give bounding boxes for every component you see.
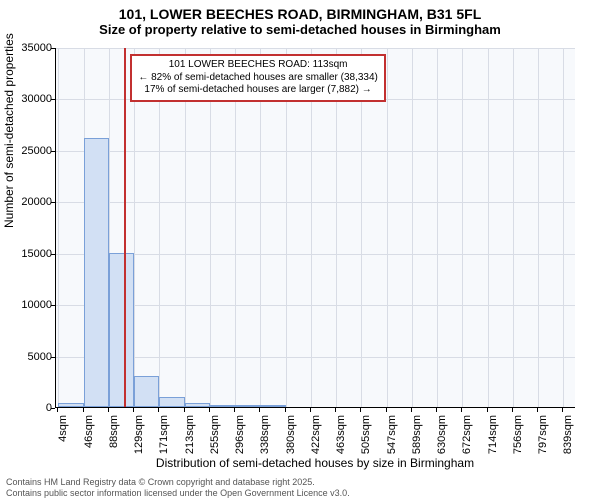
footer-line-1: Contains HM Land Registry data © Crown c… [6, 477, 350, 487]
x-tick-label: 296sqm [234, 415, 246, 455]
footer-line-2: Contains public sector information licen… [6, 488, 350, 498]
grid-line-v [488, 48, 489, 407]
grid-line-v [437, 48, 438, 407]
histogram-bar [134, 376, 159, 407]
x-tick-label: 505sqm [360, 415, 372, 455]
property-callout: 101 LOWER BEECHES ROAD: 113sqm ← 82% of … [130, 54, 386, 102]
callout-line-1: 101 LOWER BEECHES ROAD: 113sqm [138, 59, 378, 72]
x-tick-label: 589sqm [411, 415, 423, 455]
x-tick-mark [310, 408, 311, 412]
histogram-bar [58, 403, 83, 407]
y-tick-label: 0 [18, 402, 52, 414]
x-tick-label: 547sqm [386, 415, 398, 455]
x-tick-mark [83, 408, 84, 412]
x-tick-mark [108, 408, 109, 412]
chart-title: 101, LOWER BEECHES ROAD, BIRMINGHAM, B31… [0, 6, 600, 22]
x-tick-label: 797sqm [537, 415, 549, 455]
grid-line-v [210, 48, 211, 407]
x-tick-label: 380sqm [285, 415, 297, 455]
x-tick-label: 463sqm [335, 415, 347, 455]
grid-line-v [58, 48, 59, 407]
histogram-bar [109, 253, 134, 407]
chart-subtitle: Size of property relative to semi-detach… [0, 22, 600, 37]
x-tick-mark [158, 408, 159, 412]
chart-container: 101, LOWER BEECHES ROAD, BIRMINGHAM, B31… [0, 0, 600, 500]
x-tick-mark [461, 408, 462, 412]
histogram-bar [235, 405, 260, 407]
x-tick-mark [234, 408, 235, 412]
plot-area: 101 LOWER BEECHES ROAD: 113sqm ← 82% of … [55, 48, 575, 408]
callout-line-3: 17% of semi-detached houses are larger (… [138, 84, 378, 97]
grid-line-v [235, 48, 236, 407]
histogram-bar [260, 405, 285, 407]
callout-line-2: ← 82% of semi-detached houses are smalle… [138, 72, 378, 85]
histogram-bar [84, 138, 109, 407]
x-tick-mark [386, 408, 387, 412]
x-tick-mark [360, 408, 361, 412]
x-tick-label: 338sqm [259, 415, 271, 455]
histogram-bar [159, 397, 184, 407]
x-tick-mark [335, 408, 336, 412]
x-tick-mark [436, 408, 437, 412]
x-tick-label: 714sqm [487, 415, 499, 455]
grid-line-v [311, 48, 312, 407]
grid-line-v [513, 48, 514, 407]
x-tick-label: 88sqm [108, 415, 120, 455]
property-marker-line [124, 48, 126, 407]
y-axis-label: Number of semi-detached properties [2, 33, 16, 228]
x-tick-mark [57, 408, 58, 412]
x-tick-label: 422sqm [310, 415, 322, 455]
y-tick-mark [51, 408, 55, 409]
x-tick-label: 255sqm [209, 415, 221, 455]
x-tick-mark [184, 408, 185, 412]
grid-line-v [260, 48, 261, 407]
grid-line-v [361, 48, 362, 407]
x-tick-label: 630sqm [436, 415, 448, 455]
grid-line-v [286, 48, 287, 407]
title-block: 101, LOWER BEECHES ROAD, BIRMINGHAM, B31… [0, 0, 600, 37]
histogram-bar [185, 403, 210, 407]
grid-line-v [185, 48, 186, 407]
y-tick-label: 20000 [18, 196, 52, 208]
histogram-bar [210, 405, 235, 407]
x-tick-mark [537, 408, 538, 412]
grid-line-v [134, 48, 135, 407]
y-tick-label: 25000 [18, 145, 52, 157]
x-tick-mark [259, 408, 260, 412]
x-tick-label: 756sqm [512, 415, 524, 455]
x-tick-label: 4sqm [57, 415, 69, 455]
y-tick-label: 5000 [18, 351, 52, 363]
y-tick-label: 10000 [18, 299, 52, 311]
x-tick-label: 213sqm [184, 415, 196, 455]
y-tick-label: 15000 [18, 248, 52, 260]
y-tick-label: 35000 [18, 42, 52, 54]
grid-line-v [387, 48, 388, 407]
x-tick-mark [209, 408, 210, 412]
x-tick-mark [487, 408, 488, 412]
x-tick-mark [133, 408, 134, 412]
x-tick-label: 171sqm [158, 415, 170, 455]
grid-line-v [412, 48, 413, 407]
y-tick-label: 30000 [18, 93, 52, 105]
grid-line-v [563, 48, 564, 407]
x-tick-label: 839sqm [562, 415, 574, 455]
x-tick-mark [411, 408, 412, 412]
x-axis-label: Distribution of semi-detached houses by … [55, 456, 575, 470]
x-tick-label: 129sqm [133, 415, 145, 455]
grid-line-v [462, 48, 463, 407]
x-tick-mark [512, 408, 513, 412]
attribution-footer: Contains HM Land Registry data © Crown c… [6, 477, 350, 498]
x-tick-label: 672sqm [461, 415, 473, 455]
x-tick-mark [285, 408, 286, 412]
grid-line-v [538, 48, 539, 407]
x-tick-mark [562, 408, 563, 412]
grid-line-v [159, 48, 160, 407]
x-tick-label: 46sqm [83, 415, 95, 455]
grid-line-v [336, 48, 337, 407]
